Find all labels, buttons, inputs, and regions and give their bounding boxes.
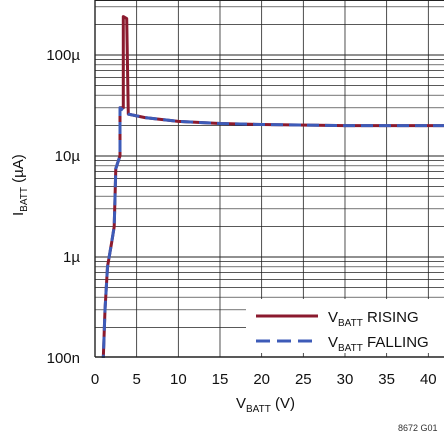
y-tick-label: 1µ xyxy=(63,249,80,266)
x-axis-title: VBATT (V) xyxy=(236,395,295,415)
x-tick-label: 40 xyxy=(420,371,437,388)
x-tick-label: 5 xyxy=(132,371,140,388)
x-tick-label: 25 xyxy=(295,371,312,388)
x-tick-label: 15 xyxy=(212,371,229,388)
y-tick-label: 100µ xyxy=(46,47,80,64)
series-layer xyxy=(101,15,444,359)
x-tick-label: 10 xyxy=(170,371,187,388)
y-axis-title: IBATT (µA) xyxy=(10,154,30,216)
x-tick-label: 20 xyxy=(253,371,270,388)
x-tick-labels: 0 5 10 15 20 25 30 35 40 xyxy=(91,371,437,388)
figure-code: 8672 G01 xyxy=(398,423,438,433)
legend: VBATT RISING VBATT FALLING xyxy=(246,299,444,354)
legend-label-falling: VBATT FALLING xyxy=(328,334,429,354)
x-tick-label: 0 xyxy=(91,371,99,388)
x-tick-label: 30 xyxy=(337,371,354,388)
y-tick-label: 10µ xyxy=(55,148,81,165)
x-tick-label: 35 xyxy=(378,371,395,388)
y-tick-labels: 100n 1µ 10µ 100µ xyxy=(46,47,80,367)
legend-label-rising: VBATT RISING xyxy=(328,309,419,329)
series-falling-line xyxy=(101,106,444,359)
y-tick-label: 100n xyxy=(47,350,80,367)
legend-background xyxy=(246,299,444,353)
